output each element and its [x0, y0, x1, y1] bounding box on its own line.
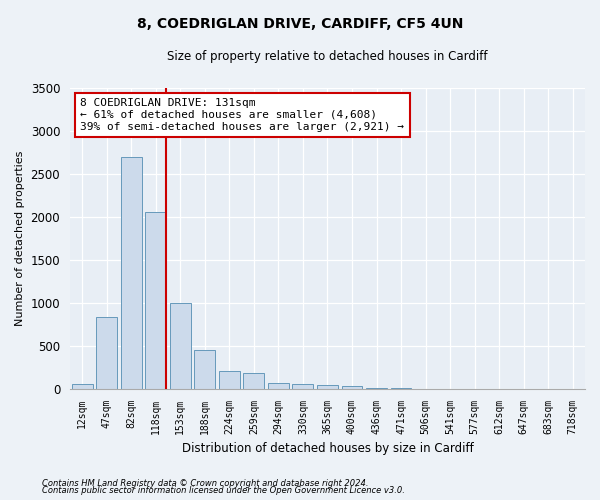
Bar	[268, 382, 289, 388]
Bar	[194, 350, 215, 389]
Bar	[145, 212, 166, 388]
Text: 8 COEDRIGLAN DRIVE: 131sqm
← 61% of detached houses are smaller (4,608)
39% of s: 8 COEDRIGLAN DRIVE: 131sqm ← 61% of deta…	[80, 98, 404, 132]
Bar	[292, 384, 313, 388]
Bar	[96, 318, 117, 388]
Text: Contains HM Land Registry data © Crown copyright and database right 2024.: Contains HM Land Registry data © Crown c…	[42, 478, 368, 488]
Bar	[72, 384, 92, 388]
Bar	[219, 372, 240, 388]
X-axis label: Distribution of detached houses by size in Cardiff: Distribution of detached houses by size …	[182, 442, 473, 455]
Y-axis label: Number of detached properties: Number of detached properties	[15, 150, 25, 326]
Bar	[170, 302, 191, 388]
Text: Contains public sector information licensed under the Open Government Licence v3: Contains public sector information licen…	[42, 486, 405, 495]
Title: Size of property relative to detached houses in Cardiff: Size of property relative to detached ho…	[167, 50, 488, 63]
Bar	[244, 373, 264, 388]
Bar	[317, 386, 338, 388]
Text: 8, COEDRIGLAN DRIVE, CARDIFF, CF5 4UN: 8, COEDRIGLAN DRIVE, CARDIFF, CF5 4UN	[137, 18, 463, 32]
Bar	[121, 156, 142, 388]
Bar	[341, 386, 362, 388]
